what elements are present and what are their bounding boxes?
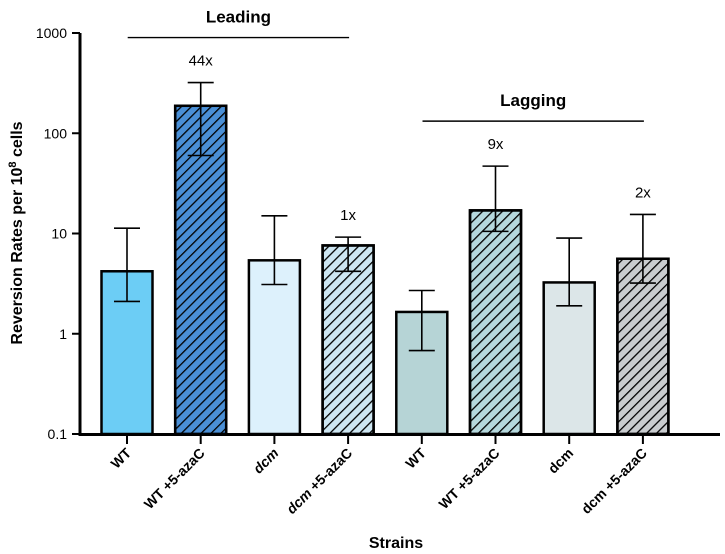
error-bars xyxy=(114,81,656,352)
x-tick-label-7: dcm +5-azaC xyxy=(578,445,650,517)
y-tick-label-2: 10 xyxy=(51,226,67,242)
y-tick-label-1: 1 xyxy=(59,326,67,342)
group-label-1: Lagging xyxy=(500,91,566,110)
group-label-0: Leading xyxy=(206,8,271,27)
x-tick-label-0: WT xyxy=(107,444,134,471)
fold-change-label-5: 9x xyxy=(488,136,504,153)
bar-6 xyxy=(542,281,596,436)
bar-2 xyxy=(247,259,302,436)
fold-change-label-3: 1x xyxy=(340,207,356,224)
group-brackets: Leading Lagging xyxy=(127,8,644,122)
y-tick-label-3: 100 xyxy=(44,125,68,141)
x-tick-label-5: WT +5-azaC xyxy=(435,445,502,512)
y-tick-label-0: 0.1 xyxy=(48,426,68,442)
bar-hatch-7 xyxy=(616,257,670,436)
y-tick-label-4: 1000 xyxy=(36,25,67,41)
y-axis-ticks: 0.1 1 10 100 1000 xyxy=(36,25,80,442)
bar-hatch-5 xyxy=(468,209,523,436)
fold-change-annotations: 44x 1x 9x 2x xyxy=(189,53,652,225)
x-tick-label-2: dcm xyxy=(250,445,282,477)
x-tick-label-4: WT xyxy=(402,444,429,471)
x-tick-label-1: WT +5-azaC xyxy=(141,445,208,512)
fold-change-label-7: 2x xyxy=(635,184,651,201)
y-axis-title: Reversion Rates per 108 cells xyxy=(7,121,26,344)
bar-4 xyxy=(395,310,449,436)
bar-series xyxy=(100,104,670,436)
x-axis-title: Strains xyxy=(369,535,423,552)
x-tick-label-6: dcm xyxy=(545,445,577,477)
fold-change-label-1: 44x xyxy=(189,53,214,70)
bar-hatch-3 xyxy=(321,244,375,436)
y-axis-title-superscript: 8 xyxy=(7,161,19,167)
x-tick-label-3: dcm +5-azaC xyxy=(283,445,355,517)
